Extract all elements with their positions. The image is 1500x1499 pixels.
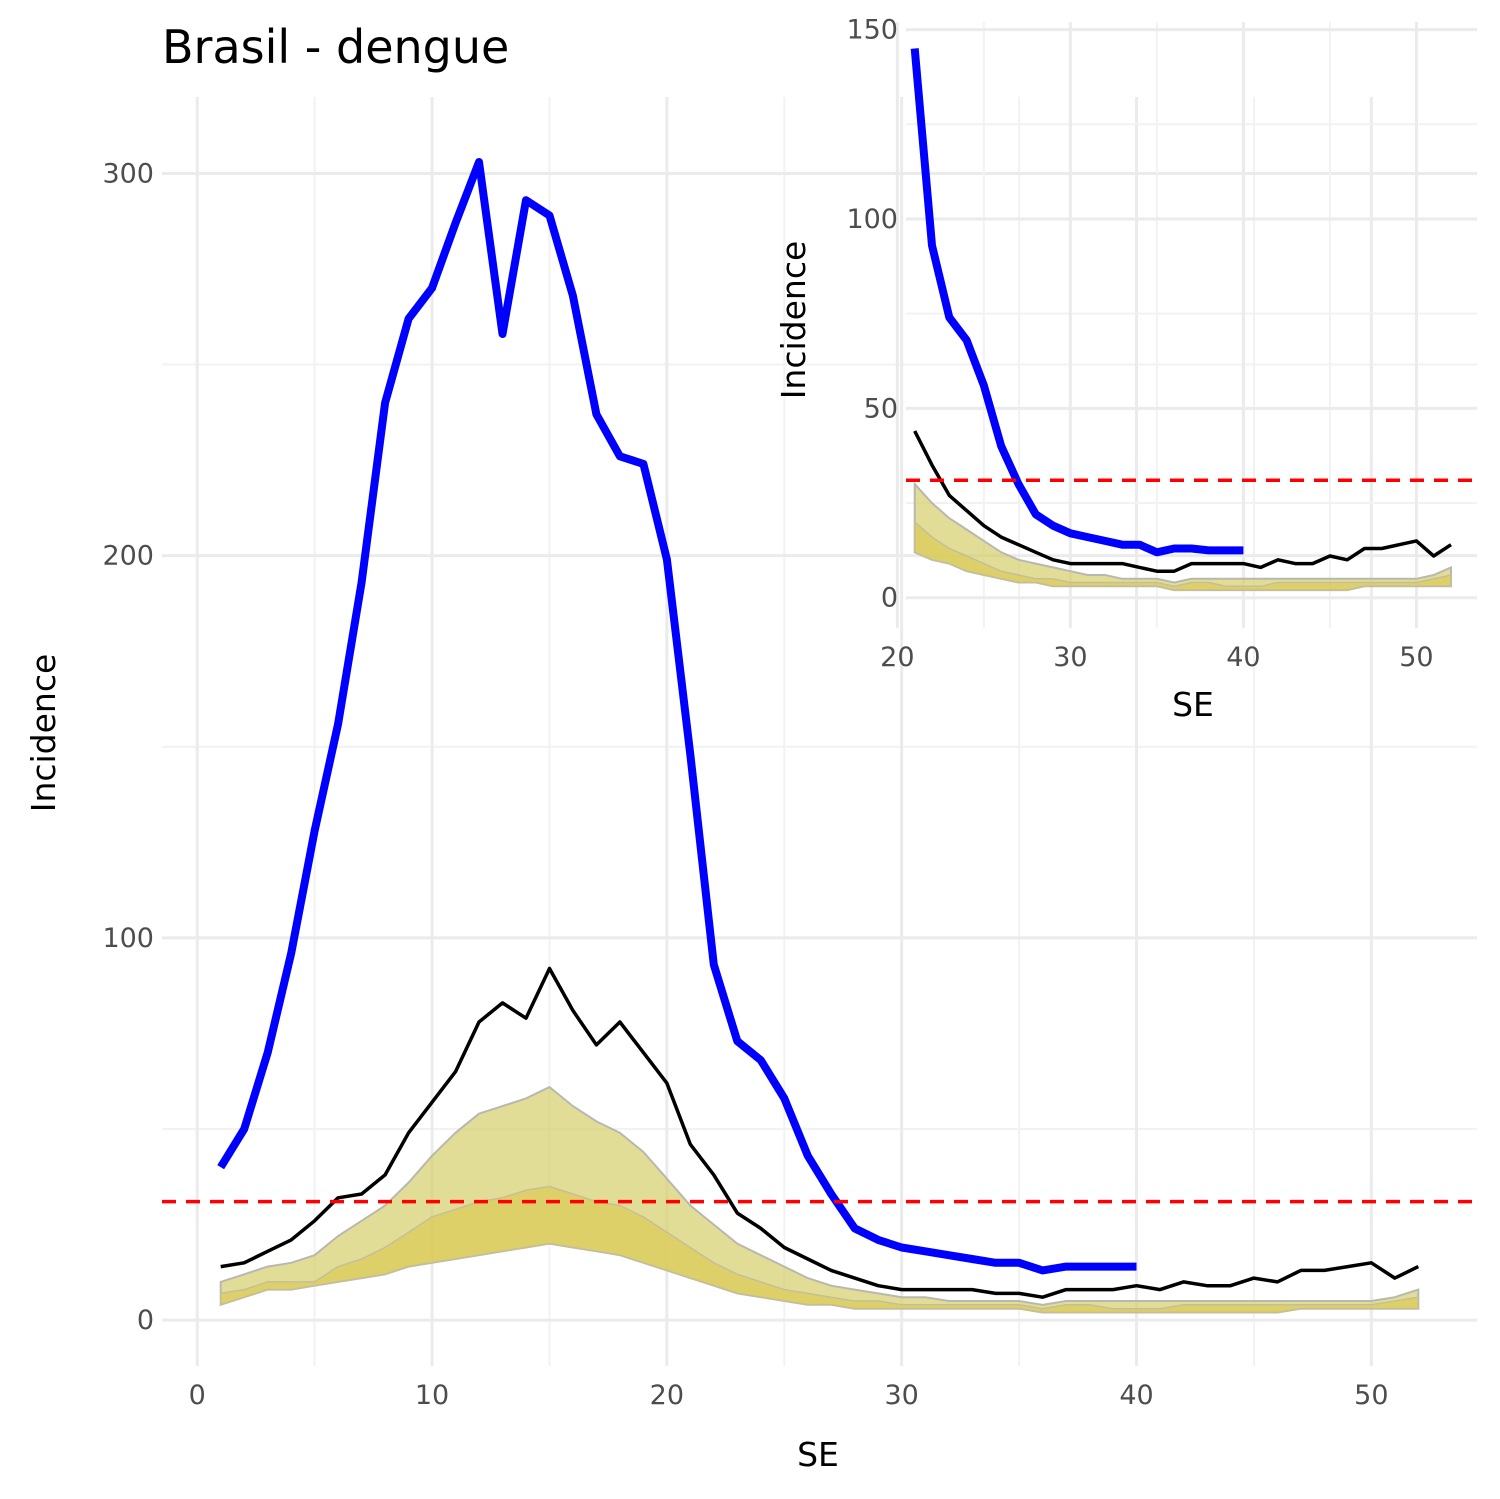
main-x-tick-label: 20 xyxy=(650,1380,684,1411)
main-band-inner xyxy=(219,1185,1420,1314)
main-y-axis-label: Incidence xyxy=(24,654,63,813)
main-previous-year-line xyxy=(220,966,1420,1299)
main-x-tick-label: 40 xyxy=(1119,1380,1153,1411)
main-x-tick-label: 0 xyxy=(189,1380,206,1411)
inset-y-tick-label: 100 xyxy=(846,204,898,235)
main-y-tick-label: 0 xyxy=(137,1305,154,1336)
inset-y-tick-label: 50 xyxy=(864,393,898,424)
inset-x-tick-label: 50 xyxy=(1399,642,1433,673)
inset-x-tick-label: 30 xyxy=(1053,642,1087,673)
main-y-tick-label: 100 xyxy=(102,923,154,954)
main-x-tick-label: 50 xyxy=(1354,1380,1388,1411)
inset-plot-panel: 20 30 40 50 0 50 100 150 xyxy=(846,15,1477,673)
inset-band-inner xyxy=(913,520,1452,591)
inset-y-axis-label: Incidence xyxy=(774,241,813,400)
inset-x-axis-label: SE xyxy=(1172,685,1214,724)
main-x-axis-label: SE xyxy=(797,1435,839,1474)
main-y-tick-label: 300 xyxy=(102,158,154,189)
inset-previous-year-line xyxy=(913,430,1452,573)
inset-current-year-line xyxy=(910,48,1244,557)
main-x-tick-label: 30 xyxy=(885,1380,919,1411)
inset-x-tick-label: 20 xyxy=(880,642,914,673)
inset-y-tick-label: 0 xyxy=(881,583,898,614)
main-current-year-line xyxy=(217,158,1137,1275)
inset-x-tick-label: 40 xyxy=(1226,642,1260,673)
inset-y-tick-label: 150 xyxy=(846,15,898,46)
main-x-tick-label: 10 xyxy=(415,1380,449,1411)
chart-title: Brasil - dengue xyxy=(162,20,509,74)
main-y-tick-label: 200 xyxy=(102,541,154,572)
